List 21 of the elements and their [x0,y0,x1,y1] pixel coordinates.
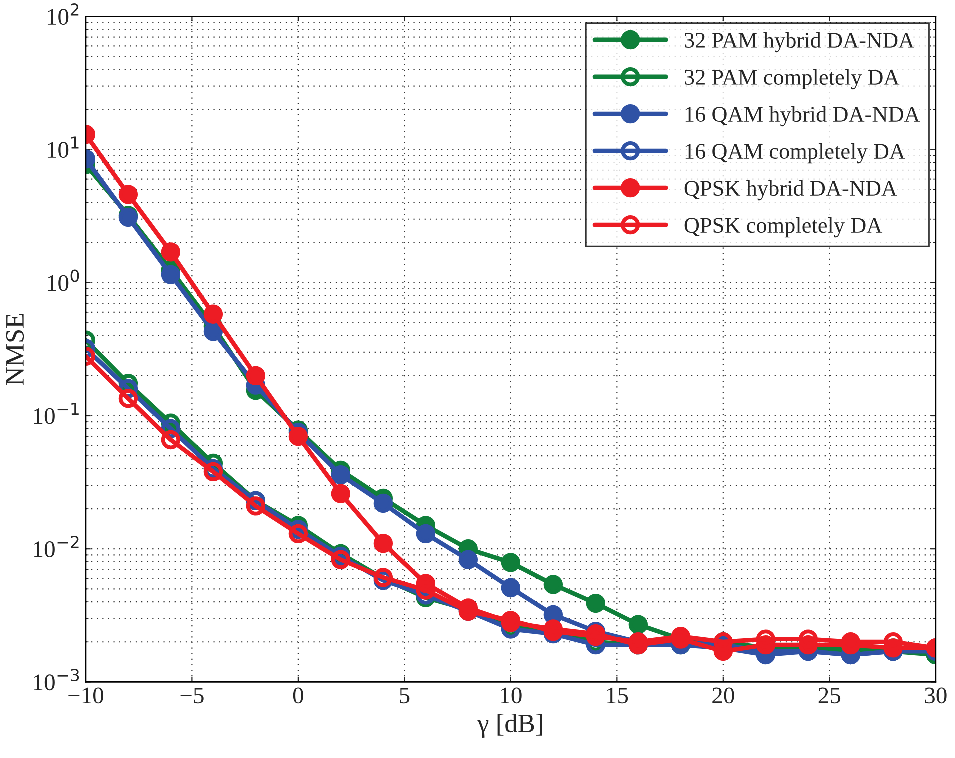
legend-label: 32 PAM completely DA [685,69,900,90]
legend-label: 32 PAM hybrid DA-NDA [685,32,914,53]
x-tick-label: 30 [925,688,947,704]
y-tick-label: 10$^{2}$ [48,4,79,26]
legend-label: QPSK completely DA [684,217,883,238]
x-axis-title: γ [dB] [478,714,542,738]
x-tick-label: −5 [180,688,204,704]
x-tick-label: 0 [293,688,304,704]
legend-label: 16 QAM completely DA [686,143,906,164]
x-tick-label: 20 [712,688,734,704]
x-tick-label: 10 [501,688,522,704]
y-tick-label: 10$^{−1}$ [34,402,79,424]
y-tick-label: 10$^{1}$ [48,136,79,158]
y-tick-label: 10$^{0}$ [48,270,80,292]
x-tick-label: 5 [400,688,410,704]
y-tick-label: 10$^{−2}$ [34,536,79,558]
legend-label: QPSK hybrid DA-NDA [684,180,898,201]
legend-label: 16 QAM hybrid DA-NDA [686,106,920,127]
x-tick-label: 15 [607,688,628,704]
y-axis-title: NMSE [6,314,24,386]
x-tick-label: 25 [818,688,841,704]
